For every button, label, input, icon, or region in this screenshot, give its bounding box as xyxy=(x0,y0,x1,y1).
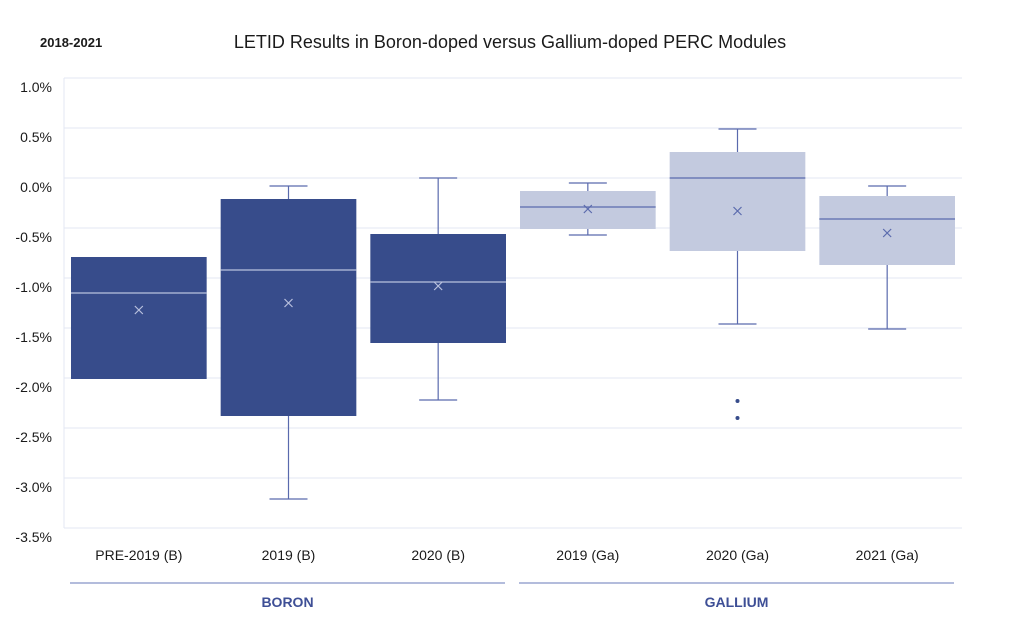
group-labels: BORON GALLIUM xyxy=(70,582,954,610)
outlier-point xyxy=(735,416,740,420)
box-pre-2019-b- xyxy=(71,257,207,379)
y-tick-label: -3.5% xyxy=(15,529,52,545)
mean-marker xyxy=(733,206,742,216)
x-tick-label: 2021 (Ga) xyxy=(856,547,919,563)
outlier-point xyxy=(735,399,740,403)
mean-marker xyxy=(583,204,593,214)
box-2020-ga- xyxy=(669,128,806,420)
chart-title: LETID Results in Boron-doped versus Gall… xyxy=(234,32,786,52)
box-iqr xyxy=(520,191,656,229)
group-label: GALLIUM xyxy=(705,594,769,610)
x-tick-label: 2020 (B) xyxy=(411,547,465,563)
y-tick-label: -3.0% xyxy=(15,479,52,495)
y-axis: 1.0% 0.5% 0.0% -0.5% -1.0% -1.5% -2.0% -2.5% -3.… xyxy=(15,79,52,545)
box-iqr xyxy=(370,234,506,343)
mean-marker xyxy=(284,298,293,308)
x-tick-label: 2019 (Ga) xyxy=(556,547,619,563)
group-label: BORON xyxy=(261,594,313,610)
box-iqr xyxy=(71,257,207,379)
x-tick-label: 2020 (Ga) xyxy=(706,547,769,563)
y-tick-label: -1.0% xyxy=(15,279,52,295)
y-tick-label: 0.5% xyxy=(20,129,52,145)
box-2019-b- xyxy=(220,185,357,500)
x-tick-label: 2019 (B) xyxy=(262,547,316,563)
x-axis: PRE-2019 (B) 2019 (B) 2020 (B) 2019 (Ga) 202… xyxy=(95,547,918,563)
y-tick-label: -1.5% xyxy=(15,329,52,345)
y-tick-label: -2.0% xyxy=(15,379,52,395)
box-iqr xyxy=(819,196,955,265)
box-iqr xyxy=(220,199,357,416)
x-tick-label: PRE-2019 (B) xyxy=(95,547,182,563)
box-2020-b- xyxy=(370,177,506,401)
mean-marker xyxy=(882,228,892,238)
box-iqr xyxy=(669,152,806,251)
mean-marker xyxy=(433,281,443,291)
box-2021-ga- xyxy=(819,185,955,330)
mean-marker xyxy=(134,305,144,315)
boxes xyxy=(71,128,955,500)
grid xyxy=(63,77,962,529)
chart-subtitle: 2018-2021 xyxy=(40,35,102,50)
y-tick-label: 1.0% xyxy=(20,79,52,95)
y-tick-label: -2.5% xyxy=(15,429,52,445)
y-tick-label: 0.0% xyxy=(20,179,52,195)
y-tick-label: -0.5% xyxy=(15,229,52,245)
box-2019-ga- xyxy=(520,182,656,236)
